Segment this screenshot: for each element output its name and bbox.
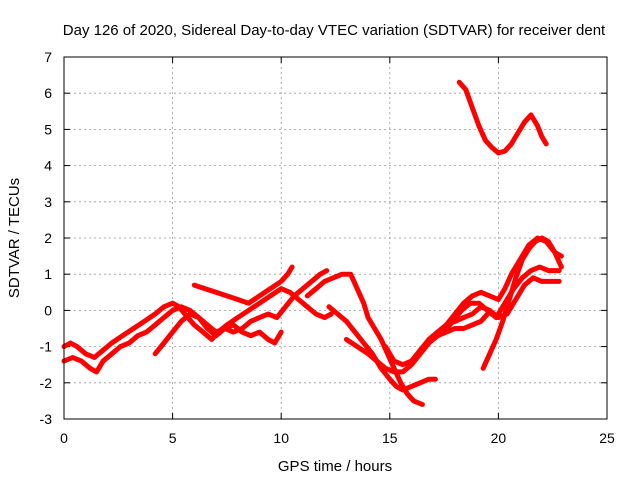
chart-title: Day 126 of 2020, Sidereal Day-to-day VTE… (63, 22, 606, 39)
y-tick-label: 0 (44, 302, 52, 318)
y-tick-label: 6 (44, 85, 52, 101)
y-tick-label: -3 (40, 411, 53, 427)
series-line-sat-e (304, 271, 425, 407)
y-tick-label: -2 (40, 375, 53, 391)
axis-ticks: 0 5 10 15 20 25 -3 -2 -1 0 1 2 3 4 5 6 7 (40, 49, 615, 446)
x-tick-label: 0 (60, 430, 68, 446)
y-axis-label: SDTVAR / TECUs (6, 178, 23, 298)
x-axis-label: GPS time / hours (278, 458, 392, 475)
series-line-sat-j (441, 264, 562, 335)
y-tick-label: 4 (44, 158, 52, 174)
x-tick-label: 15 (382, 430, 398, 446)
y-tick-label: 7 (44, 49, 52, 65)
y-tick-label: 5 (44, 121, 52, 137)
series-line-sat-a (61, 286, 334, 360)
series-line-sat-g (343, 311, 490, 375)
grid-lines (64, 57, 607, 419)
x-tick-label: 10 (273, 430, 289, 446)
plot-frame (63, 56, 608, 420)
series-line-sat-b (61, 304, 284, 375)
y-tick-label: 2 (44, 230, 52, 246)
x-tick-label: 5 (169, 430, 177, 446)
series-line-sat-c (191, 264, 295, 306)
series-line-sat-d (152, 268, 330, 357)
data-series-group (61, 79, 564, 407)
y-tick-label: 3 (44, 194, 52, 210)
y-tick-label: 1 (44, 266, 52, 282)
series-line-sat-l (456, 79, 549, 156)
series-line-sat-h (383, 275, 562, 368)
series-line-sat-f (326, 304, 438, 393)
x-tick-label: 20 (491, 430, 507, 446)
series-line-sat-k (480, 235, 564, 371)
x-tick-label: 25 (599, 430, 615, 446)
y-tick-label: -1 (40, 339, 53, 355)
